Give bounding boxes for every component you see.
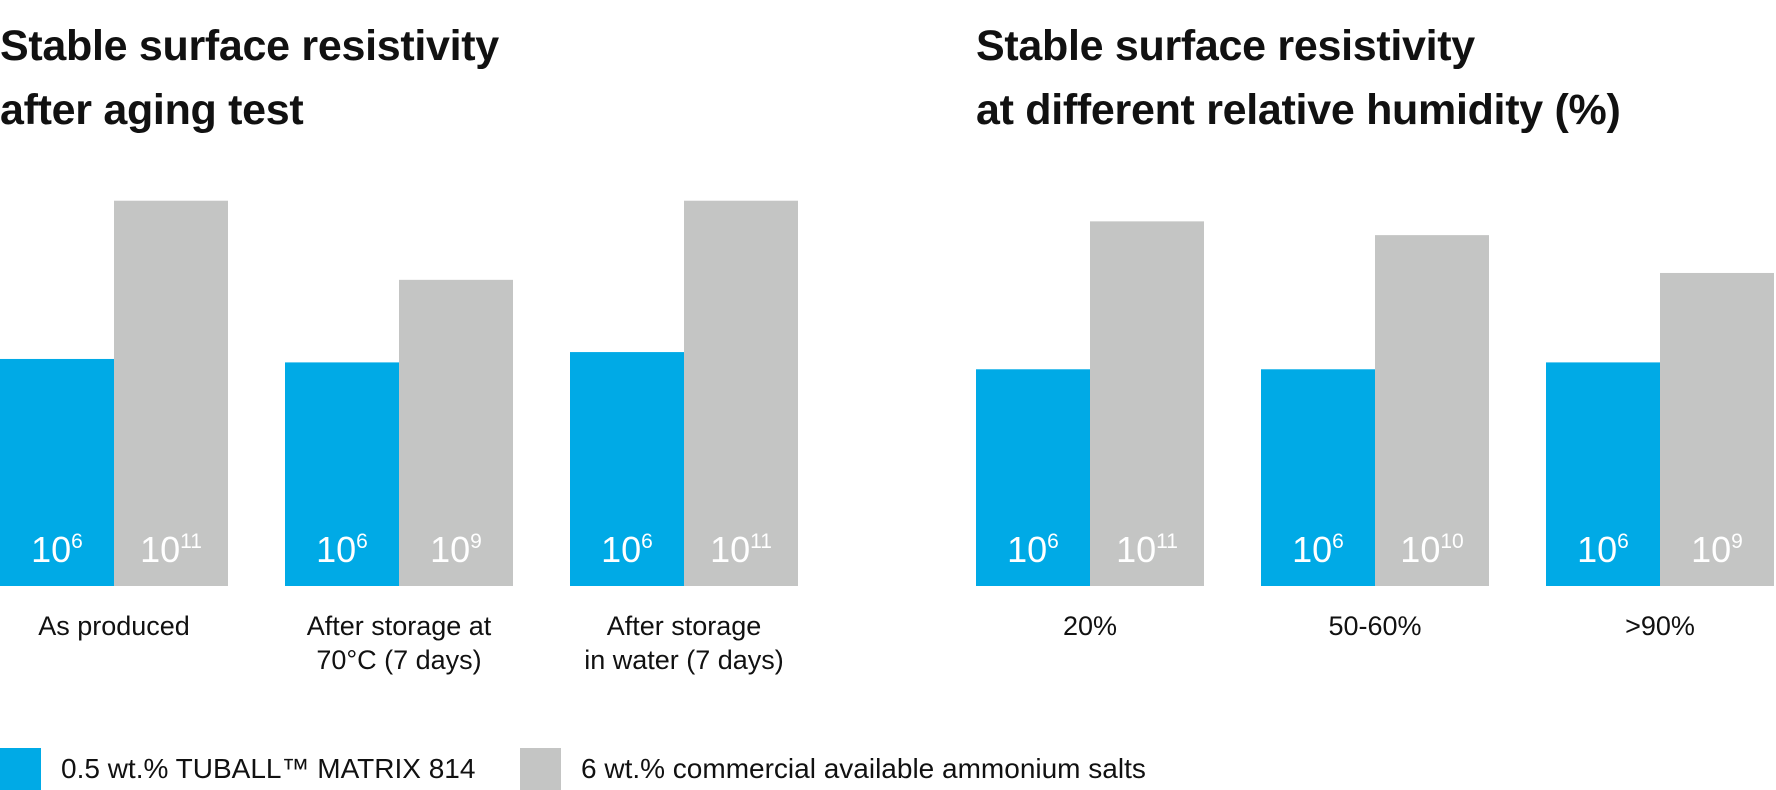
chart-title-line: Stable surface resistivity [976, 22, 1475, 70]
bar-value-label: 109 [430, 529, 482, 570]
chart-title-line: Stable surface resistivity [0, 22, 499, 70]
bar [1660, 272, 1774, 586]
category-label: in water (7 days) [584, 645, 784, 675]
category-label: 20% [1063, 611, 1117, 641]
legend-label-salts: 6 wt.% commercial available ammonium sal… [581, 753, 1146, 784]
category-label: After storage [607, 611, 762, 641]
bar [399, 279, 513, 586]
bar [1261, 369, 1375, 586]
chart-title-aging: Stable surface resistivity after aging t… [0, 14, 499, 142]
category-label: 70°C (7 days) [316, 645, 481, 675]
bar-value-label: 106 [1007, 529, 1059, 570]
bar [1090, 221, 1204, 587]
bar [570, 352, 684, 586]
bar-value-label: 106 [601, 529, 653, 570]
bar [0, 358, 114, 586]
legend-swatch-salts [520, 748, 561, 790]
bar [114, 200, 228, 586]
bar-value-label: 106 [31, 529, 83, 570]
bar [1375, 235, 1489, 586]
bar [684, 200, 798, 586]
bar-value-label: 1011 [710, 529, 772, 570]
legend-item-tuball: 0.5 wt.% TUBALL™ MATRIX 814 [0, 748, 475, 790]
bar-value-label: 106 [316, 529, 368, 570]
legend-swatch-tuball [0, 748, 41, 790]
chart-title-humidity: Stable surface resistivity at different … [976, 14, 1621, 142]
chart-title-line: at different relative humidity (%) [976, 86, 1621, 134]
bar-value-label: 106 [1577, 529, 1629, 570]
bar-value-label: 109 [1691, 529, 1743, 570]
bar [1546, 362, 1660, 586]
bar-value-label: 1011 [1116, 529, 1178, 570]
bar-value-label: 1011 [140, 529, 202, 570]
category-label: 50-60% [1328, 611, 1421, 641]
bar-value-label: 1010 [1400, 529, 1463, 570]
legend-item-salts: 6 wt.% commercial available ammonium sal… [520, 748, 1146, 790]
category-label: As produced [38, 611, 190, 641]
bar [285, 362, 399, 586]
bar [976, 369, 1090, 586]
bar-charts: 106 1011 As produced 106 109 After storage at… [0, 200, 1774, 675]
bar-value-label: 106 [1292, 529, 1344, 570]
legend-label-tuball: 0.5 wt.% TUBALL™ MATRIX 814 [61, 753, 476, 784]
category-label: >90% [1625, 611, 1695, 641]
chart-title-line: after aging test [0, 86, 304, 134]
category-label: After storage at [307, 611, 492, 641]
